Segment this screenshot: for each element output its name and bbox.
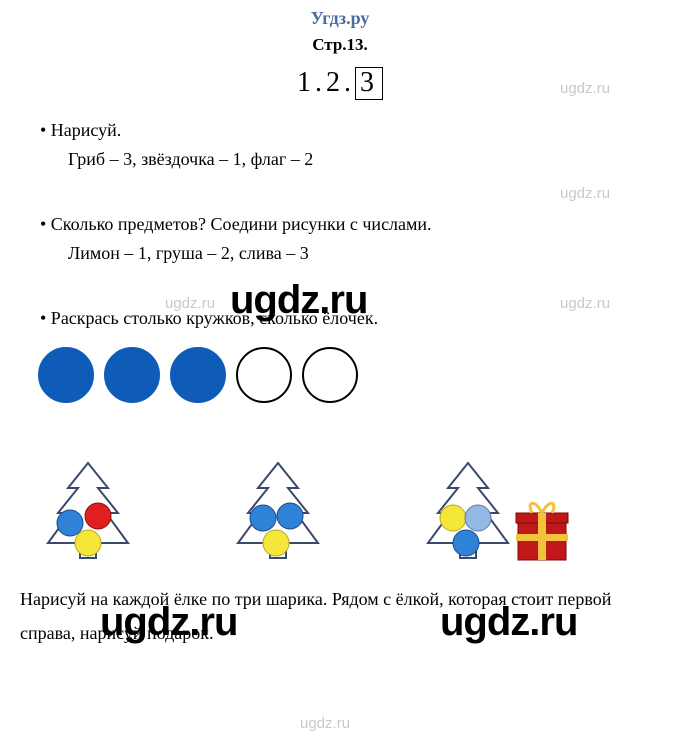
seq-plain: 1.2. <box>297 67 355 98</box>
trees-row <box>38 458 680 568</box>
tree-3-svg <box>418 458 588 568</box>
task-1-bullet: • Нарисуй. <box>40 120 680 141</box>
wm-small-2: ugdz.ru <box>560 185 610 202</box>
seq-boxed: 3 <box>355 67 383 100</box>
circle-3 <box>170 347 226 403</box>
task-2-bullet: • Сколько предметов? Соедини рисунки с ч… <box>40 214 680 235</box>
task-3: • Раскрась столько кружков, сколько ёлоч… <box>40 308 680 329</box>
bottom-instruction: Нарисуй на каждой ёлке по три шарика. Ря… <box>20 582 640 650</box>
tree-2-svg <box>228 458 348 568</box>
task-1: • Нарисуй. Гриб – 3, звёздочка – 1, флаг… <box>40 120 680 170</box>
circle-2 <box>104 347 160 403</box>
wm-small-5: ugdz.ru <box>300 715 350 732</box>
circle-1 <box>38 347 94 403</box>
task-1-line: Гриб – 3, звёздочка – 1, флаг – 2 <box>68 149 680 170</box>
task-2-line: Лимон – 1, груша – 2, слива – 3 <box>68 243 680 264</box>
tree-1 <box>38 458 158 568</box>
task-3-bullet: • Раскрась столько кружков, сколько ёлоч… <box>40 308 680 329</box>
circles-row <box>38 347 680 408</box>
tree-1-svg <box>38 458 158 568</box>
tree-2 <box>228 458 348 568</box>
number-sequence: 1.2.3 <box>0 67 680 100</box>
site-header: Угдз.ру <box>0 0 680 29</box>
circle-4 <box>236 347 292 403</box>
tree-3 <box>418 458 588 568</box>
page-label: Стр.13. <box>0 35 680 55</box>
circle-5 <box>302 347 358 403</box>
task-2: • Сколько предметов? Соедини рисунки с ч… <box>40 214 680 264</box>
